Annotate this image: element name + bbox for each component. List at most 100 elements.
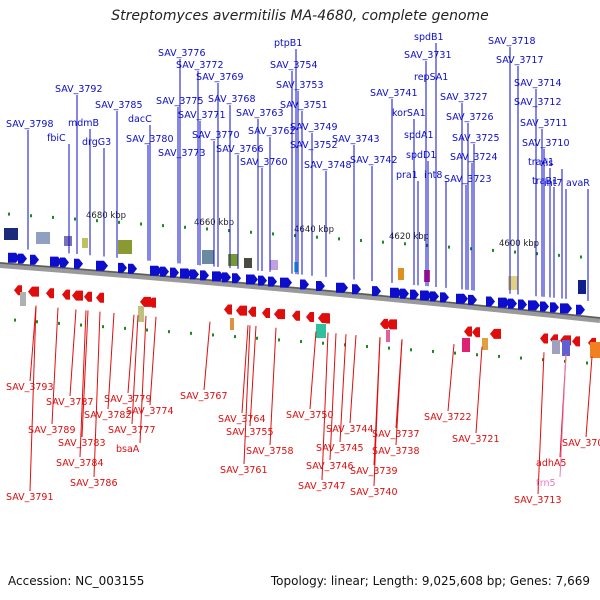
reverse-gene-arrow — [464, 326, 472, 337]
forward-gene-arrow — [60, 257, 69, 268]
gene-feature-block — [590, 342, 600, 358]
scale-tick-top — [8, 212, 10, 216]
gene-feature-block — [228, 254, 238, 266]
leader-line-reverse — [269, 327, 277, 446]
gene-feature-block — [202, 250, 214, 264]
scale-tick-top — [96, 219, 98, 223]
gene-label-forward: SAV_3798 — [6, 119, 54, 130]
scale-tick-top — [426, 243, 428, 247]
gene-label-reverse: SAV_3746 — [306, 461, 354, 472]
forward-gene-arrow — [118, 262, 127, 273]
scale-tick-bottom — [36, 320, 38, 324]
leader-line-reverse — [321, 332, 329, 481]
forward-gene-arrow — [550, 302, 559, 313]
forward-gene-arrow — [456, 293, 468, 304]
scale-tick-top — [228, 229, 230, 233]
reverse-gene-arrow — [322, 313, 330, 324]
leader-line-reverse — [29, 305, 37, 492]
leader-line-reverse — [537, 352, 545, 495]
gene-label-forward: SAV_3725 — [452, 133, 500, 144]
gene-label-forward: avaR — [566, 178, 590, 189]
leader-line-reverse — [107, 312, 115, 410]
forward-gene-arrow — [180, 268, 192, 279]
gene-label-forward: SAV_3762 — [248, 126, 296, 137]
forward-gene-arrow — [576, 304, 585, 315]
scale-tick-top — [250, 230, 252, 234]
scale-tick-top — [52, 215, 54, 219]
forward-gene-arrow — [528, 300, 540, 311]
scale-label: 4600 kbp — [499, 239, 539, 249]
reverse-gene-arrow — [248, 306, 256, 317]
leader-line-reverse — [447, 344, 455, 412]
gene-label-forward: SAV_3754 — [270, 60, 318, 71]
scale-tick-top — [404, 242, 406, 246]
forward-gene-arrow — [498, 297, 510, 308]
reverse-gene-arrow — [62, 289, 70, 300]
gene-label-reverse: SAV_3739 — [350, 466, 398, 477]
gene-label-forward: SAV_3712 — [514, 97, 562, 108]
gene-label-forward: SAV_3772 — [176, 60, 224, 71]
reverse-gene-arrow — [72, 290, 83, 301]
reverse-gene-arrow — [472, 327, 480, 338]
leader-line-reverse — [309, 331, 317, 410]
gene-label-forward: SAV_3748 — [304, 160, 352, 171]
gene-feature-block — [64, 236, 72, 246]
scale-tick-bottom — [124, 326, 126, 330]
forward-gene-arrow — [430, 291, 439, 302]
leader-line-reverse — [249, 325, 257, 427]
reverse-gene-arrow — [262, 308, 270, 319]
leader-line-reverse — [241, 325, 249, 414]
scale-tick-top — [140, 222, 142, 226]
gene-label-forward: spdB1 — [414, 32, 444, 43]
reverse-gene-arrow — [386, 319, 397, 330]
forward-gene-arrow — [200, 270, 209, 281]
forward-gene-arrow — [420, 290, 432, 301]
scale-tick-bottom — [542, 358, 544, 362]
scale-label: 4620 kbp — [389, 232, 429, 242]
gene-label-forward: SAV_3780 — [126, 134, 174, 145]
leader-line-reverse — [139, 315, 147, 444]
scale-tick-bottom — [366, 345, 368, 348]
reverse-gene-arrow — [540, 333, 548, 344]
scale-tick-bottom — [476, 353, 478, 357]
gene-label-forward: traB1 — [532, 176, 558, 187]
forward-gene-arrow — [372, 286, 381, 297]
scale-tick-top — [294, 234, 296, 238]
gene-feature-block — [20, 292, 26, 306]
forward-gene-arrow — [212, 271, 224, 282]
scale-tick-bottom — [58, 321, 60, 325]
leader-line-reverse — [329, 333, 337, 461]
gene-label-reverse: SAV_3777 — [108, 425, 156, 436]
forward-gene-arrow — [352, 284, 361, 295]
scale-tick-bottom — [278, 338, 280, 342]
forward-gene-arrow — [468, 294, 477, 305]
reverse-gene-arrow — [292, 310, 300, 321]
gene-label-reverse: SAV_3713 — [514, 495, 562, 506]
gene-label-forward: drgG3 — [82, 137, 111, 148]
gene-label-reverse: SAV_3750 — [286, 410, 334, 421]
gene-label-forward: SAV_3743 — [332, 134, 380, 145]
scale-tick-top — [536, 252, 538, 256]
gene-label-reverse: SAV_3779 — [104, 394, 152, 405]
forward-gene-arrow — [160, 266, 169, 277]
gene-label-forward: SAV_3792 — [55, 84, 103, 95]
forward-gene-arrow — [508, 298, 517, 309]
gene-feature-block — [552, 340, 560, 354]
gene-label-forward: SAV_3768 — [208, 94, 256, 105]
gene-label-forward: int7 — [544, 178, 562, 189]
scale-tick-top — [360, 239, 362, 242]
scale-tick-bottom — [410, 348, 412, 352]
scale-tick-bottom — [212, 333, 214, 337]
forward-gene-arrow — [74, 258, 83, 269]
gene-label-reverse: SAV_3745 — [316, 443, 364, 454]
leader-line-reverse — [585, 356, 593, 438]
forward-gene-arrow — [8, 252, 20, 263]
gene-feature-block — [316, 324, 326, 338]
scale-tick-top — [184, 225, 186, 229]
gene-label-reverse: trn5 — [536, 478, 556, 489]
forward-gene-arrow — [18, 253, 27, 264]
forward-gene-arrow — [30, 254, 39, 265]
forward-gene-arrow — [150, 265, 162, 276]
leader-line-reverse — [127, 314, 135, 394]
